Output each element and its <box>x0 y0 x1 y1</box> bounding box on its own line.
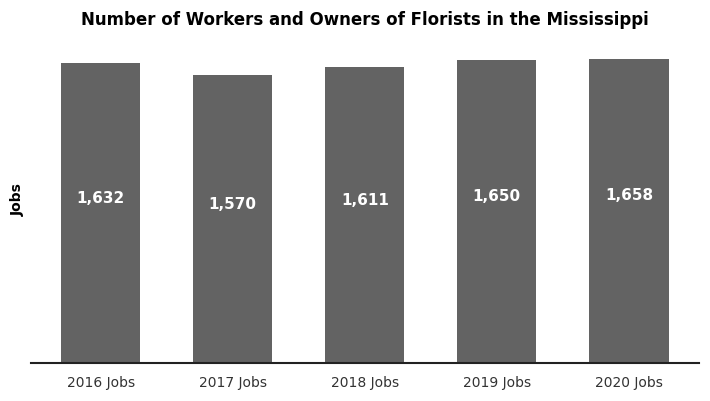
Bar <box>457 60 537 363</box>
Text: 1,658: 1,658 <box>605 188 653 203</box>
Text: 1,632: 1,632 <box>77 190 125 206</box>
Title: Number of Workers and Owners of Florists in the Mississippi: Number of Workers and Owners of Florists… <box>81 11 649 29</box>
Bar <box>589 59 669 363</box>
Text: 1,611: 1,611 <box>341 193 388 208</box>
Bar <box>325 67 405 363</box>
Text: 1,570: 1,570 <box>209 197 257 212</box>
Bar <box>193 75 273 363</box>
Text: 1,650: 1,650 <box>473 189 521 204</box>
Y-axis label: Jobs: Jobs <box>11 183 25 216</box>
Bar <box>61 63 141 363</box>
